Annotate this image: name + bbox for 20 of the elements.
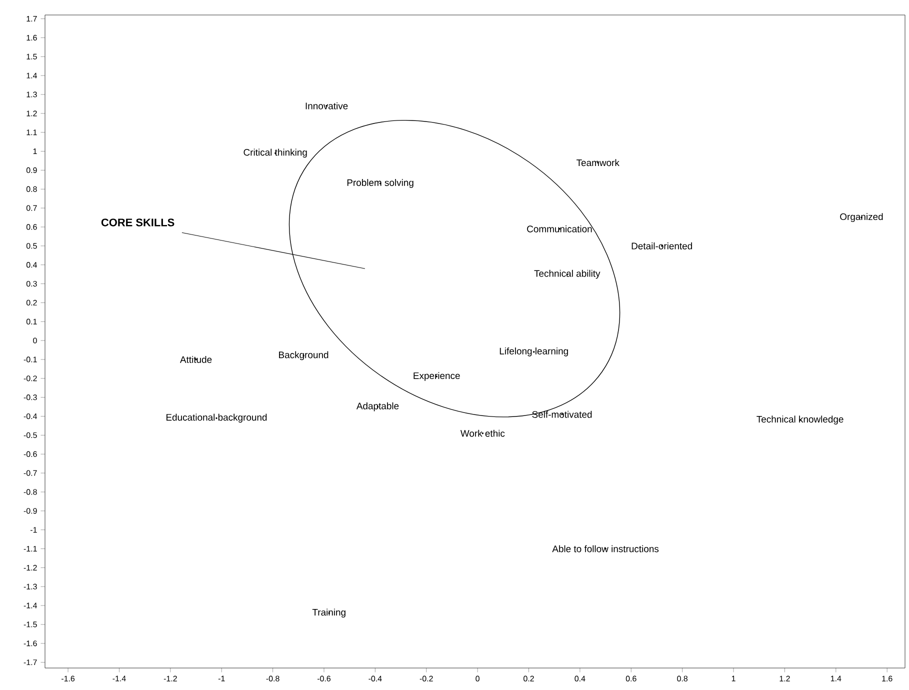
data-label: Work ethic — [460, 430, 505, 437]
data-label: Educational background — [166, 414, 267, 423]
data-label: Innovative — [306, 102, 348, 110]
data-label: Attitude — [180, 356, 212, 363]
data-label: Background — [279, 351, 328, 360]
data-label: Technical ability — [534, 270, 600, 279]
data-label: Teamwork — [576, 159, 620, 166]
data-label: Communication — [527, 225, 592, 232]
data-label: Self-motivated — [532, 410, 592, 418]
data-label: Training — [312, 608, 346, 618]
data-label: Adaptable — [356, 402, 399, 412]
data-label: Problem solving — [347, 179, 414, 188]
data-label: Lifelong learning — [500, 347, 568, 356]
data-label: Detail-oriented — [632, 242, 692, 250]
data-label: Organized — [840, 213, 883, 222]
annotation: CORE SKILLS — [101, 218, 174, 226]
data-label: Able to follow instructions — [552, 545, 659, 552]
data-label: Experience — [414, 372, 460, 381]
data-label: Critical thinking — [244, 148, 307, 158]
data-label: Technical knowledge — [756, 416, 844, 424]
